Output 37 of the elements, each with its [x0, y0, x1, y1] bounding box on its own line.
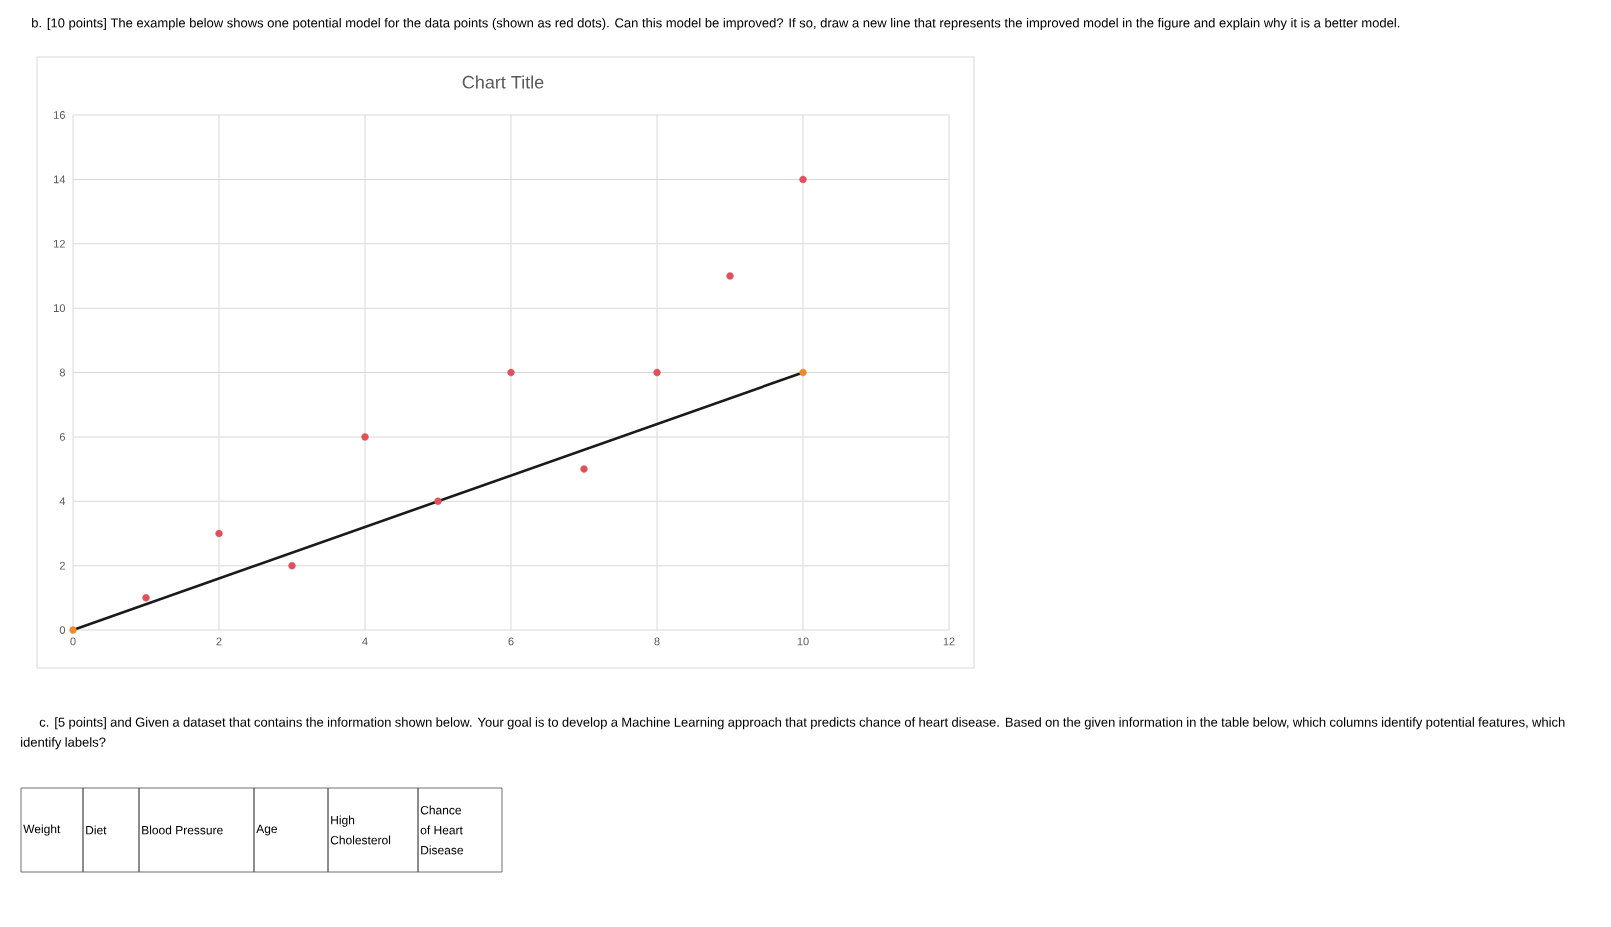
text: Blood Pressure — [142, 825, 223, 835]
point — [434, 497, 442, 505]
chart-title: Chart Title — [462, 75, 544, 89]
x-tick-label: 0 — [70, 637, 76, 646]
y-tick-label: 12 — [54, 239, 65, 248]
x-tick-label: 12 — [943, 637, 955, 646]
text: c. [5 points] and Given a dataset that contains the information shown below. Your goal is to develop a Machine Learning approach that predicts chance of heart disease. Based on the given information in the table below, which columns identify potential features, which identify labels? — [21, 717, 1565, 750]
point — [507, 368, 515, 377]
x-tick-label: 8 — [654, 637, 660, 646]
text: Age — [256, 824, 278, 836]
point — [215, 529, 223, 538]
y-tick-label: 8 — [59, 368, 65, 377]
x-tick-label: 4 — [362, 637, 368, 646]
text: Chance of Heart Disease — [420, 805, 464, 855]
y-tick-label: 2 — [59, 561, 65, 570]
point — [69, 626, 77, 634]
text: Weight — [23, 824, 61, 836]
y-tick-label: 0 — [59, 626, 66, 634]
y-tick-label: 10 — [54, 304, 66, 313]
text: b. [10 points] The example below shows one potential model for the data points (shown as red dots). Can this model be improved? If so, draw a new line that represents the improved model in the figure and explain why it is a better model. — [32, 17, 1400, 31]
y-tick-label: 14 — [54, 175, 66, 184]
point — [580, 465, 588, 473]
y-tick-label: 6 — [59, 433, 65, 441]
y-tick-label: 16 — [54, 111, 65, 119]
point — [653, 368, 661, 377]
text: Diet — [86, 825, 107, 835]
x-tick-label: 10 — [797, 637, 809, 646]
point — [142, 594, 150, 602]
point — [361, 433, 369, 441]
x-tick-label: 2 — [216, 637, 222, 646]
text: High Cholesterol — [330, 815, 391, 845]
point — [799, 175, 807, 184]
point — [799, 368, 807, 377]
y-tick-label: 4 — [59, 497, 66, 506]
point — [726, 272, 734, 280]
point — [288, 561, 296, 570]
x-tick-label: 6 — [508, 637, 514, 646]
